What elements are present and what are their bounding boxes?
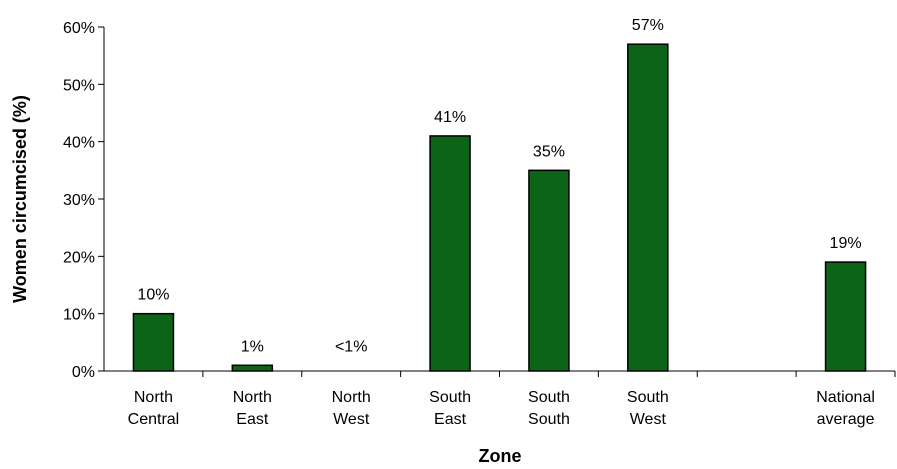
x-category-label: North xyxy=(134,389,173,406)
x-category-label: South xyxy=(627,389,669,406)
x-category-label: average xyxy=(817,411,875,428)
y-tick-label: 20% xyxy=(63,249,95,266)
x-category-label: South xyxy=(429,389,471,406)
y-axis-title: Women circumcised (%) xyxy=(10,95,30,303)
x-category-label: North xyxy=(332,389,371,406)
y-tick-label: 50% xyxy=(63,77,95,94)
y-tick-label: 30% xyxy=(63,192,95,209)
x-category-label: East xyxy=(434,411,467,428)
data-labels: 10% 1% <1% 41% 35% 57% 19% xyxy=(137,17,861,355)
bar xyxy=(132,312,175,372)
bar xyxy=(231,364,274,372)
data-label: 19% xyxy=(830,235,862,252)
y-axis-ticks: 0% 10% 20% 30% 40% 50% 60% xyxy=(63,20,896,381)
data-label: 57% xyxy=(632,17,664,34)
x-axis-categories: North Central North East North West South East S… xyxy=(128,389,875,428)
bar xyxy=(627,43,669,372)
bars xyxy=(132,43,867,372)
x-category-label: South xyxy=(528,389,570,406)
x-category-label: National xyxy=(816,389,875,406)
data-label: 35% xyxy=(533,143,565,160)
x-axis-title: Zone xyxy=(479,446,522,466)
bar xyxy=(824,261,867,372)
x-category-label: East xyxy=(236,411,269,428)
data-label: 1% xyxy=(241,338,264,355)
x-category-label: South xyxy=(528,411,570,428)
x-category-label: Central xyxy=(128,411,180,428)
y-tick-label: 10% xyxy=(63,307,95,324)
y-tick-label: 0% xyxy=(72,364,95,381)
y-tick-label: 40% xyxy=(63,135,95,152)
x-category-label: North xyxy=(233,389,272,406)
x-category-label: West xyxy=(333,411,370,428)
data-label: <1% xyxy=(335,338,367,355)
x-category-label: West xyxy=(630,411,667,428)
y-tick-label: 60% xyxy=(63,20,95,37)
bar xyxy=(429,135,471,372)
data-label: 41% xyxy=(434,109,466,126)
data-label: 10% xyxy=(137,287,169,304)
bar xyxy=(528,169,570,372)
